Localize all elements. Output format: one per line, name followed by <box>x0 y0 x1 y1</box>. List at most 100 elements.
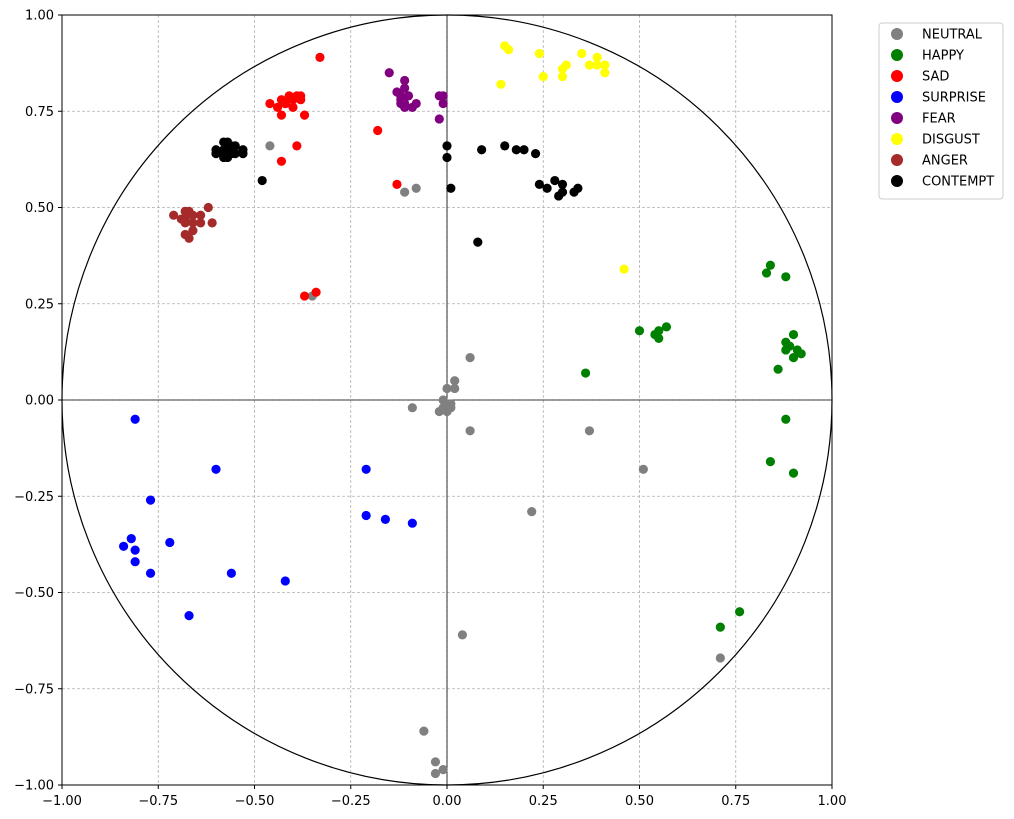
data-point <box>584 426 595 436</box>
data-point <box>130 414 140 424</box>
data-point <box>438 91 448 101</box>
series-surprise <box>119 414 417 621</box>
data-point <box>184 611 194 621</box>
data-point <box>296 91 306 101</box>
data-point <box>557 187 568 197</box>
data-point <box>450 376 460 386</box>
y-tick-label: −0.25 <box>14 490 54 505</box>
data-point <box>715 653 725 663</box>
data-point <box>534 179 545 189</box>
series-neutral <box>265 141 725 779</box>
data-point <box>504 45 514 55</box>
data-point <box>180 218 190 228</box>
data-point <box>654 326 664 336</box>
data-point <box>511 145 521 155</box>
legend-label: NEUTRAL <box>922 28 983 43</box>
legend-marker <box>891 133 903 145</box>
legend-label: SAD <box>922 70 949 85</box>
data-point <box>211 464 221 474</box>
data-point <box>392 179 402 189</box>
data-point <box>465 426 475 436</box>
data-point <box>299 110 310 120</box>
data-point <box>550 175 560 186</box>
data-point <box>276 110 287 120</box>
data-point <box>661 322 672 332</box>
data-point <box>165 537 175 548</box>
data-point <box>130 545 140 555</box>
data-points <box>119 41 806 779</box>
data-point <box>592 60 602 70</box>
data-point <box>169 210 179 220</box>
legend-label: FEAR <box>922 112 956 127</box>
data-point <box>781 345 791 355</box>
data-point <box>781 272 791 282</box>
data-point <box>419 726 429 736</box>
x-tick-label: 1.00 <box>818 794 847 809</box>
data-point <box>434 114 444 124</box>
data-point <box>361 510 371 521</box>
data-point <box>188 210 198 220</box>
data-point <box>477 145 487 155</box>
legend-label: HAPPY <box>922 49 964 64</box>
y-tick-label: 0.50 <box>25 201 54 216</box>
legend-item-fear: FEAR <box>891 112 956 127</box>
data-point <box>203 202 213 213</box>
data-point <box>311 287 321 297</box>
data-point <box>634 326 645 336</box>
legend-marker <box>891 175 903 187</box>
data-point <box>380 514 390 524</box>
data-point <box>238 149 248 159</box>
data-point <box>257 175 267 186</box>
data-point <box>434 406 444 417</box>
y-tick-label: −1.00 <box>14 779 54 794</box>
data-point <box>400 83 410 93</box>
legend-item-disgust: DISGUST <box>891 133 980 148</box>
data-point <box>184 233 194 243</box>
data-point <box>557 179 568 189</box>
data-point <box>145 568 156 578</box>
y-tick-label: −0.50 <box>14 586 54 601</box>
data-point <box>230 149 240 159</box>
legend-marker <box>891 28 903 40</box>
data-point <box>299 291 310 301</box>
data-point <box>400 75 410 86</box>
data-point <box>207 218 217 228</box>
series-happy <box>581 260 806 632</box>
data-point <box>442 152 452 163</box>
data-point <box>577 48 587 59</box>
data-point <box>265 141 275 151</box>
data-point <box>196 210 206 220</box>
data-point <box>600 68 610 78</box>
data-point <box>473 237 483 247</box>
data-point <box>534 48 545 59</box>
legend-marker <box>891 112 903 124</box>
legend-item-contempt: CONTEMPT <box>891 175 994 190</box>
data-point <box>188 226 198 236</box>
data-point <box>557 64 568 74</box>
data-point <box>384 68 394 78</box>
data-point <box>584 60 595 70</box>
data-point <box>796 349 806 359</box>
data-point <box>211 149 221 159</box>
data-point <box>581 368 591 378</box>
legend-marker <box>891 49 903 61</box>
legend-label: SURPRISE <box>922 91 986 106</box>
data-point <box>715 622 725 632</box>
legend-marker <box>891 154 903 166</box>
legend-item-anger: ANGER <box>891 154 968 169</box>
legend-label: DISGUST <box>922 133 980 148</box>
data-point <box>373 125 383 136</box>
data-point <box>407 518 417 528</box>
data-point <box>465 353 475 363</box>
legend-marker <box>891 91 903 103</box>
data-point <box>288 102 298 112</box>
x-tick-label: −0.75 <box>138 794 178 809</box>
x-tick-label: 0.00 <box>433 794 462 809</box>
series-disgust <box>496 41 629 274</box>
data-point <box>765 457 776 467</box>
x-tick-label: −1.00 <box>42 794 82 809</box>
series-sad <box>265 52 402 301</box>
data-point <box>500 141 510 151</box>
data-point <box>788 353 799 363</box>
data-point <box>519 145 529 155</box>
